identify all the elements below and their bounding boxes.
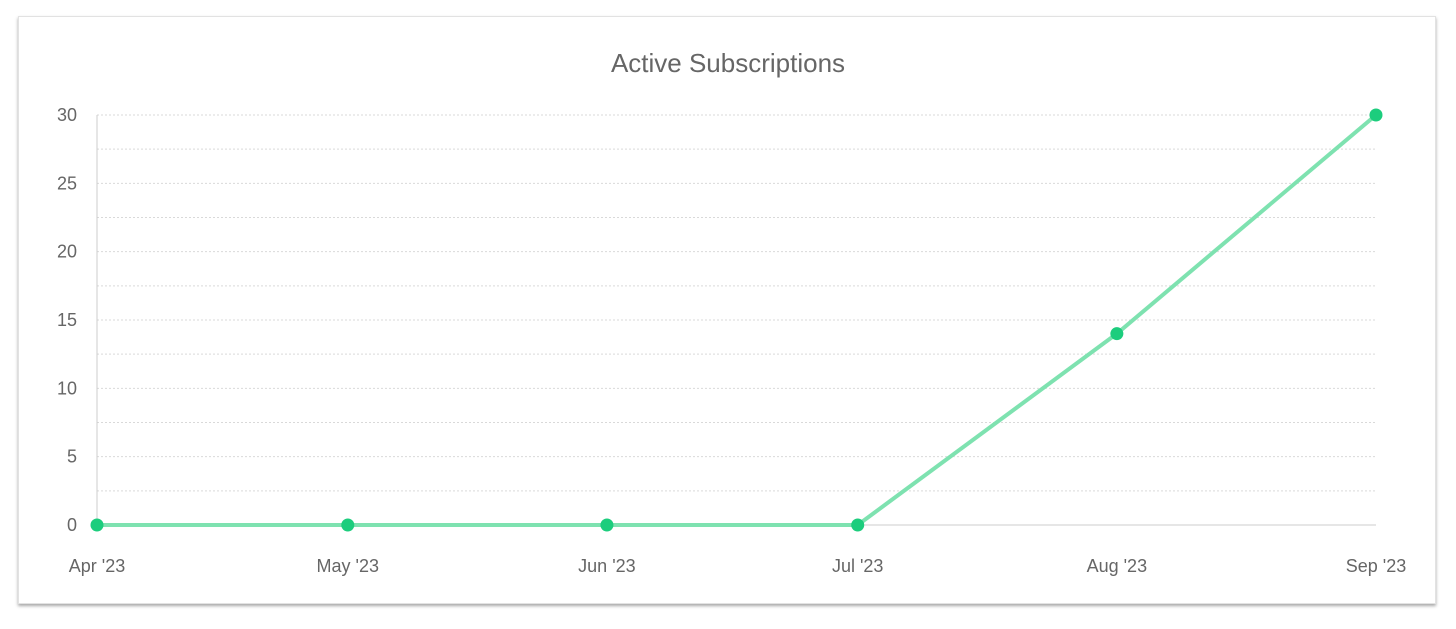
y-axis-ticks: 0 5 10 15 20 25 30 — [57, 105, 77, 535]
y-tick-label: 20 — [57, 242, 77, 262]
y-tick-label: 30 — [57, 105, 77, 125]
chart-title: Active Subscriptions — [611, 48, 845, 78]
data-point[interactable] — [600, 518, 614, 532]
chart-card — [18, 16, 1436, 604]
series-layer — [90, 108, 1383, 532]
y-tick-label: 15 — [57, 310, 77, 330]
grid-lines — [97, 114, 1376, 492]
y-tick-label: 10 — [57, 378, 77, 398]
x-tick-label: Apr '23 — [69, 556, 125, 576]
axes — [96, 115, 1376, 526]
y-tick-label: 5 — [67, 447, 77, 467]
data-point[interactable] — [341, 518, 355, 532]
data-point[interactable] — [851, 518, 865, 532]
x-tick-label: May '23 — [317, 556, 379, 576]
x-tick-label: Jul '23 — [832, 556, 883, 576]
data-point[interactable] — [1369, 108, 1383, 122]
x-tick-label: Aug '23 — [1087, 556, 1148, 576]
x-tick-label: Jun '23 — [578, 556, 635, 576]
data-point[interactable] — [1110, 327, 1124, 341]
x-axis-ticks: Apr '23 May '23 Jun '23 Jul '23 Aug '23 Sep '… — [69, 556, 1406, 576]
y-tick-label: 0 — [67, 515, 77, 535]
data-point[interactable] — [90, 518, 104, 532]
y-tick-label: 25 — [57, 173, 77, 193]
series-line — [95, 113, 1378, 527]
x-tick-label: Sep '23 — [1346, 556, 1407, 576]
